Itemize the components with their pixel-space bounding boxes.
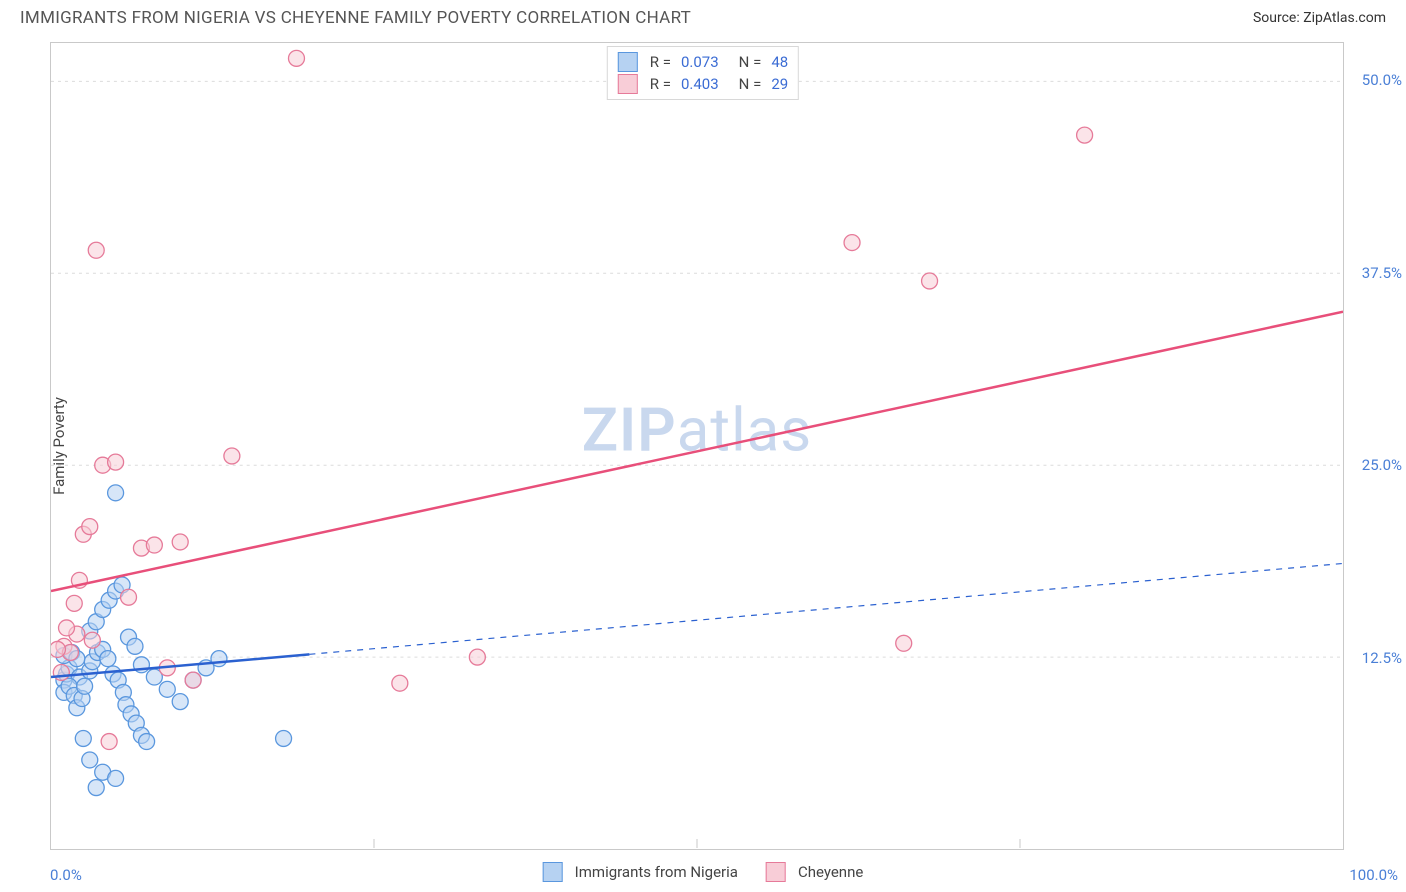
data-point — [82, 519, 98, 535]
r-value: 0.403 — [681, 75, 719, 93]
data-point — [101, 734, 117, 750]
data-point — [469, 649, 485, 665]
series-legend: Immigrants from Nigeria Cheyenne — [543, 862, 864, 882]
data-point — [66, 595, 82, 611]
data-point — [185, 672, 201, 688]
legend-label: Immigrants from Nigeria — [575, 863, 738, 881]
data-point — [276, 730, 292, 746]
n-label: N = — [739, 75, 762, 93]
data-point — [121, 589, 137, 605]
correlation-legend: R = 0.073 N = 48 R = 0.403 N = 29 — [607, 46, 799, 100]
data-point — [392, 675, 408, 691]
n-value: 48 — [771, 53, 788, 71]
data-point — [59, 620, 75, 636]
data-point — [77, 678, 93, 694]
data-point — [159, 681, 175, 697]
data-point — [172, 534, 188, 550]
y-tick-label: 37.5% — [1362, 264, 1402, 282]
legend-label: Cheyenne — [798, 863, 863, 881]
data-point — [211, 651, 227, 667]
data-point — [51, 641, 65, 657]
y-tick-label: 25.0% — [1362, 456, 1402, 474]
n-label: N = — [739, 53, 762, 71]
legend-item: Cheyenne — [766, 862, 863, 882]
legend-row: R = 0.403 N = 29 — [618, 73, 788, 95]
data-point — [224, 448, 240, 464]
data-point — [75, 730, 91, 746]
data-point — [88, 780, 104, 796]
data-point — [844, 235, 860, 251]
data-point — [108, 770, 124, 786]
data-point — [172, 694, 188, 710]
x-tick-label: 100.0% — [1349, 866, 1398, 884]
y-tick-label: 50.0% — [1362, 71, 1402, 89]
data-point — [146, 537, 162, 553]
r-label: R = — [650, 53, 671, 71]
y-tick-label: 12.5% — [1362, 649, 1402, 667]
data-point — [108, 454, 124, 470]
data-point — [922, 273, 938, 289]
data-point — [139, 734, 155, 750]
legend-swatch — [618, 52, 638, 72]
scatter-plot — [51, 43, 1343, 849]
data-point — [896, 635, 912, 651]
x-tick-label: 0.0% — [50, 866, 82, 884]
n-value: 29 — [771, 75, 788, 93]
trend-line-extrapolated — [309, 563, 1343, 654]
legend-swatch — [543, 862, 563, 882]
data-point — [88, 242, 104, 258]
data-point — [53, 664, 69, 680]
trend-line — [51, 312, 1343, 591]
data-point — [82, 752, 98, 768]
data-point — [84, 632, 100, 648]
legend-item: Immigrants from Nigeria — [543, 862, 738, 882]
legend-swatch — [766, 862, 786, 882]
data-point — [100, 651, 116, 667]
legend-row: R = 0.073 N = 48 — [618, 51, 788, 73]
data-point — [288, 50, 304, 66]
data-point — [127, 638, 143, 654]
r-value: 0.073 — [681, 53, 719, 71]
data-point — [108, 485, 124, 501]
data-point — [1077, 127, 1093, 143]
chart-area: ZIPatlas — [50, 42, 1344, 850]
r-label: R = — [650, 75, 671, 93]
chart-title: IMMIGRANTS FROM NIGERIA VS CHEYENNE FAMI… — [20, 8, 691, 28]
legend-swatch — [618, 74, 638, 94]
source-attribution: Source: ZipAtlas.com — [1253, 10, 1386, 26]
